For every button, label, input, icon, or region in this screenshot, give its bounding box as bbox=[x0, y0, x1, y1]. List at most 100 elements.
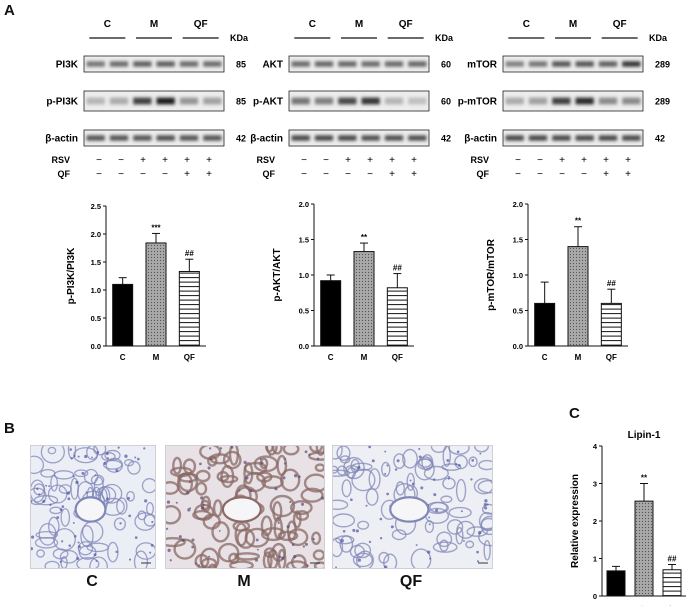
nucleus bbox=[274, 487, 278, 491]
alveolus bbox=[207, 455, 218, 467]
alveolus bbox=[126, 490, 135, 502]
blot-band bbox=[384, 135, 404, 141]
nucleus bbox=[128, 514, 132, 518]
alveolus bbox=[48, 516, 60, 536]
alveolus bbox=[336, 446, 351, 461]
alveolus bbox=[279, 468, 301, 492]
blot-band bbox=[361, 97, 380, 105]
blot-band bbox=[86, 135, 105, 141]
alveolus bbox=[199, 446, 222, 460]
alveolus bbox=[166, 536, 186, 548]
alveolus bbox=[116, 497, 128, 515]
treatment-sign: + bbox=[206, 169, 212, 180]
treatment-sign: − bbox=[345, 169, 351, 180]
nucleus bbox=[276, 516, 279, 519]
treatment-sign: − bbox=[537, 155, 543, 166]
nucleus bbox=[340, 539, 344, 543]
nucleus bbox=[447, 477, 450, 480]
treatment-sign: − bbox=[96, 155, 102, 166]
nucleus bbox=[433, 493, 437, 497]
treatment-sign: + bbox=[625, 155, 631, 166]
treatment-sign: + bbox=[184, 155, 190, 166]
treatment-sign: − bbox=[515, 155, 521, 166]
alveolus bbox=[133, 550, 149, 568]
kda-value: 42 bbox=[655, 134, 665, 144]
alveolus bbox=[90, 474, 105, 486]
nucleus bbox=[178, 535, 182, 539]
alveolus bbox=[58, 484, 72, 494]
alveolus bbox=[466, 526, 488, 537]
nucleus bbox=[463, 539, 465, 542]
blot-band bbox=[109, 97, 129, 105]
nucleus bbox=[429, 557, 432, 560]
significance-mark: ## bbox=[393, 264, 402, 273]
alveolus bbox=[101, 483, 123, 504]
nucleus bbox=[61, 505, 65, 508]
nucleus bbox=[386, 464, 389, 467]
alveolus bbox=[292, 510, 302, 529]
alveolus bbox=[269, 494, 296, 518]
treatment-sign: + bbox=[559, 155, 565, 166]
blot-band bbox=[622, 135, 641, 141]
alveolus bbox=[289, 500, 313, 516]
nucleus bbox=[415, 544, 418, 546]
bar-qf bbox=[178, 271, 200, 347]
alveolus bbox=[93, 476, 104, 497]
alveolus bbox=[173, 538, 197, 560]
nucleus bbox=[84, 454, 88, 459]
alveolus bbox=[429, 501, 448, 514]
blot-row-label: p-AKT bbox=[253, 97, 283, 108]
blot-band bbox=[156, 135, 175, 141]
nucleus bbox=[42, 499, 46, 503]
nucleus bbox=[471, 458, 475, 462]
nucleus bbox=[106, 497, 109, 500]
nucleus bbox=[420, 486, 424, 490]
blot-band bbox=[528, 97, 548, 105]
nucleus bbox=[260, 461, 264, 465]
kda-header: KDa bbox=[435, 33, 454, 43]
nucleus bbox=[281, 556, 285, 560]
nucleus bbox=[207, 466, 211, 470]
alveolus bbox=[80, 525, 94, 548]
chart-p-mtor: 0.0 0.5 1.0 1.5 2.0 p-mTOR/mTOR C ** M ## QF bbox=[486, 200, 628, 362]
nucleus bbox=[128, 558, 132, 561]
alveolus bbox=[262, 551, 273, 568]
alveolus bbox=[439, 539, 449, 552]
nucleus bbox=[238, 489, 241, 492]
treatment-label: RSV bbox=[470, 155, 489, 165]
nucleus bbox=[291, 543, 295, 547]
blot-row-label: PI3K bbox=[56, 60, 79, 71]
blot-row-label: mTOR bbox=[467, 60, 498, 71]
treatment-sign: + bbox=[184, 169, 190, 180]
treatment-sign: + bbox=[206, 155, 212, 166]
nucleus bbox=[149, 551, 152, 554]
blot-band bbox=[109, 135, 129, 141]
blot-band bbox=[133, 61, 152, 67]
treatment-sign: − bbox=[140, 169, 146, 180]
alveolus bbox=[393, 453, 406, 469]
nucleus bbox=[77, 541, 80, 544]
nucleus bbox=[72, 475, 75, 478]
blot-frame bbox=[288, 129, 430, 147]
alveolus bbox=[141, 478, 155, 494]
nucleus bbox=[277, 521, 280, 524]
nucleus bbox=[210, 458, 213, 461]
nucleus bbox=[286, 525, 290, 529]
treatment-sign: + bbox=[162, 155, 168, 166]
alveolus bbox=[300, 487, 324, 503]
panel-letter-c: C bbox=[569, 405, 580, 422]
nucleus bbox=[56, 516, 60, 519]
nucleus bbox=[31, 535, 35, 539]
blot-frame bbox=[502, 129, 644, 147]
treatment-label: RSV bbox=[51, 155, 70, 165]
blot-band bbox=[338, 97, 357, 105]
chart-title: Lipin-1 bbox=[628, 430, 661, 441]
significance-mark: ## bbox=[668, 555, 677, 564]
treatment-sign: − bbox=[323, 169, 329, 180]
nucleus bbox=[48, 485, 51, 488]
nucleus bbox=[167, 548, 171, 552]
alveolus bbox=[333, 469, 350, 477]
bar-m bbox=[567, 246, 589, 347]
blot-row-label: β-actin bbox=[45, 134, 78, 145]
y-tick-label: 0.0 bbox=[299, 342, 309, 351]
